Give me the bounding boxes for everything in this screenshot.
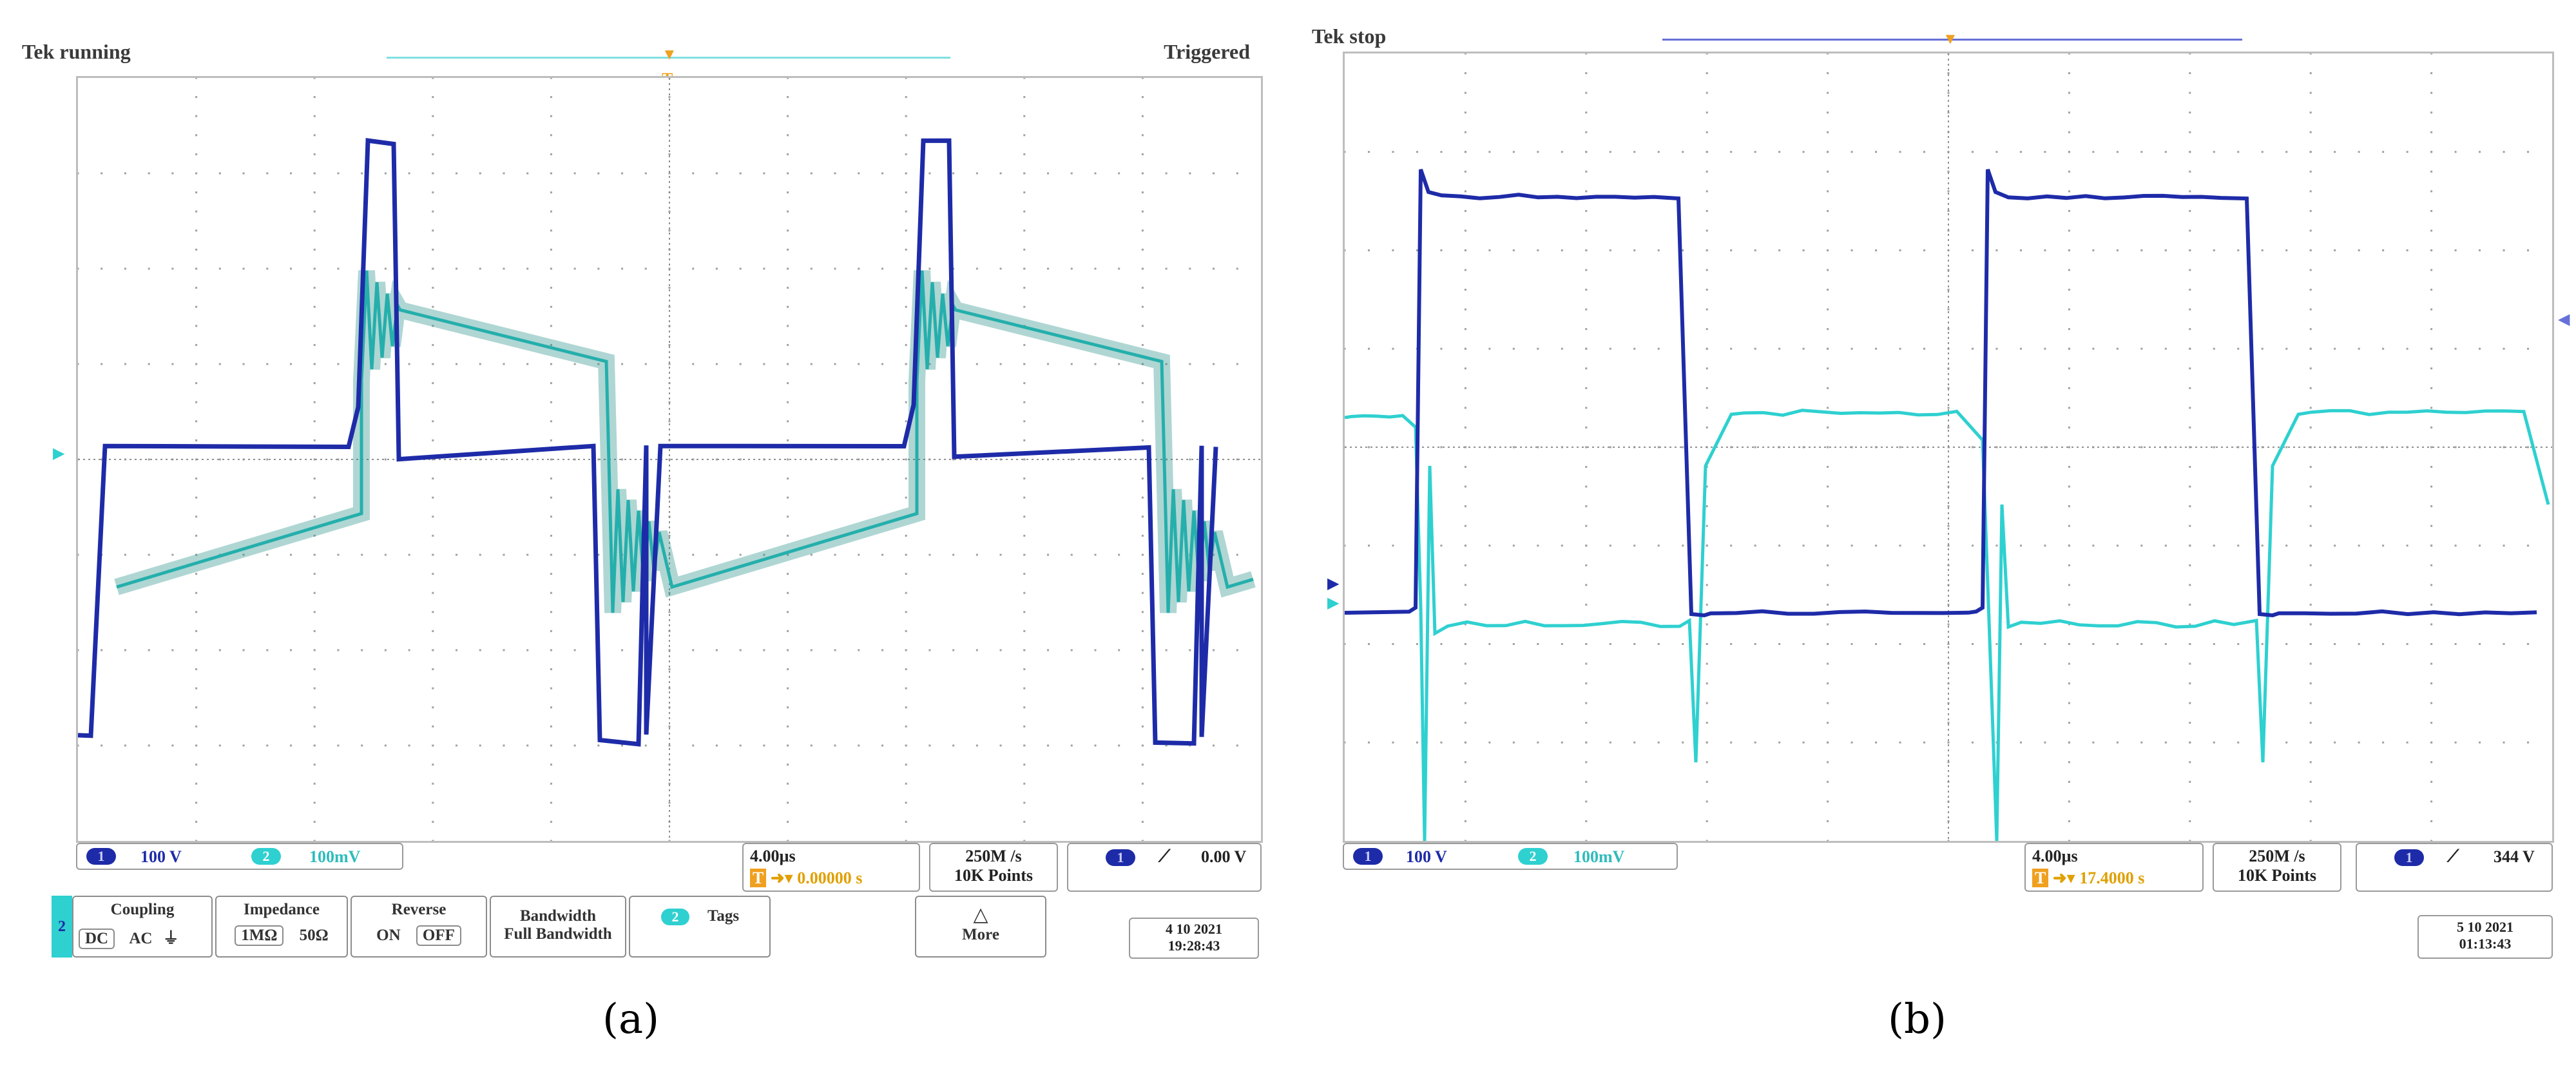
- date: 5 10 2021: [2419, 919, 2552, 936]
- horizontal-box[interactable]: 4.00µs T ➜▾ 17.4000 s: [2024, 843, 2204, 892]
- datetime-box: 4 10 2021 19:28:43: [1129, 918, 1259, 959]
- waveform-display[interactable]: [76, 76, 1263, 843]
- ch1-waveform: [1345, 169, 2537, 615]
- ch1-ground-marker: ▶: [1327, 573, 1339, 593]
- ch2-scale: 100mV: [1573, 847, 1624, 867]
- trigger-level-marker: ◀: [2558, 309, 2570, 329]
- ch2-scale: 100mV: [309, 847, 360, 867]
- trigger-box[interactable]: 1 ⟋ 0.00 V: [1067, 843, 1262, 892]
- tags-label: Tags: [707, 907, 739, 925]
- reverse-on[interactable]: ON: [376, 927, 401, 944]
- time: 19:28:43: [1130, 938, 1258, 954]
- trigger-position-row: T ➜▾ 17.4000 s: [2032, 869, 2144, 888]
- date: 4 10 2021: [1130, 921, 1258, 938]
- rising-edge-icon: ⟋: [2447, 847, 2459, 867]
- ch2-ground-marker: ▶: [1327, 593, 1339, 612]
- waveform-display[interactable]: [1343, 52, 2554, 843]
- coupling-button[interactable]: Coupling DC AC ⏚: [72, 896, 213, 958]
- rising-edge-icon: ⟋: [1158, 847, 1170, 867]
- ground-icon[interactable]: ⏚: [163, 930, 179, 947]
- trigger-t-icon: T: [2032, 869, 2048, 887]
- time-per-div: 4.00µs: [750, 847, 796, 866]
- trigger-box[interactable]: 1 ⟋ 344 V: [2356, 843, 2553, 892]
- time: 01:13:43: [2419, 936, 2552, 952]
- sample-rate: 250M /s: [930, 847, 1057, 866]
- acquisition-box[interactable]: 250M /s 10K Points: [929, 843, 1058, 892]
- time-per-div: 4.00µs: [2032, 847, 2078, 866]
- trigger-level: 344 V: [2494, 847, 2535, 867]
- record-length: 10K Points: [930, 866, 1057, 885]
- reverse-off[interactable]: OFF: [416, 925, 461, 946]
- impedance-1m[interactable]: 1MΩ: [235, 925, 284, 946]
- ch1-badge: 1: [1353, 848, 1383, 865]
- impedance-button[interactable]: Impedance 1MΩ 50Ω: [215, 896, 348, 958]
- acquisition-status: Tek running: [22, 40, 131, 64]
- ch2-waveform: [117, 271, 1253, 613]
- ch1-badge: 1: [86, 848, 116, 865]
- ch2-badge: 2: [251, 848, 281, 865]
- impedance-50[interactable]: 50Ω: [300, 927, 329, 944]
- arrow-right-icon: ➜▾: [2053, 869, 2075, 887]
- trigger-level: 0.00 V: [1201, 847, 1246, 867]
- trigger-position-row: T ➜▾ 0.00000 s: [750, 869, 862, 888]
- channel-scale-box[interactable]: 1 100 V 2 100mV: [1343, 843, 1678, 870]
- datetime-box: 5 10 2021 01:13:43: [2417, 915, 2553, 959]
- tags-button[interactable]: 2 Tags: [629, 896, 771, 958]
- tags-badge: 2: [661, 909, 689, 925]
- more-label: More: [916, 926, 1045, 944]
- coupling-dc[interactable]: DC: [79, 929, 115, 949]
- trigger-t-icon: T: [750, 869, 766, 887]
- trigger-source-badge: 1: [1106, 849, 1135, 866]
- bandwidth-button[interactable]: Bandwidth Full Bandwidth: [490, 896, 626, 958]
- sample-rate: 250M /s: [2214, 847, 2340, 866]
- ch2-waveform-envelope: [117, 271, 1253, 613]
- channel-scale-box[interactable]: 1 100 V 2 100mV: [76, 843, 403, 870]
- panel-b: Tek stop ▼ T ▶ ▶ ◀ 1 100 V 2 100mV 4.00µ…: [1308, 0, 2576, 1069]
- caption-b: (b): [1888, 996, 1946, 1043]
- reverse-button[interactable]: Reverse ON OFF: [351, 896, 487, 958]
- coupling-ac[interactable]: AC: [129, 930, 152, 947]
- impedance-title: Impedance: [216, 901, 347, 919]
- trigger-t-icon: ▼: [662, 46, 677, 64]
- triangle-up-icon: △: [916, 903, 1045, 926]
- trigger-source-badge: 1: [2394, 849, 2424, 866]
- reverse-title: Reverse: [352, 901, 486, 919]
- graticule: [1345, 53, 2552, 841]
- ch1-waveform: [78, 140, 1216, 744]
- bandwidth-value: Full Bandwidth: [491, 925, 625, 943]
- trigger-status: Triggered: [1164, 40, 1250, 64]
- caption-a: (a): [602, 996, 659, 1043]
- menu-channel-tab[interactable]: 2: [52, 896, 72, 958]
- ch1-scale: 100 V: [1406, 847, 1447, 867]
- bandwidth-title: Bandwidth: [491, 907, 625, 925]
- graticule: [78, 78, 1261, 841]
- ch2-waveform: [1345, 410, 2548, 841]
- acquisition-box[interactable]: 250M /s 10K Points: [2213, 843, 2341, 892]
- trigger-position: 0.00000 s: [797, 869, 862, 887]
- acquisition-status: Tek stop: [1312, 24, 1386, 48]
- horizontal-box[interactable]: 4.00µs T ➜▾ 0.00000 s: [742, 843, 920, 892]
- ch2-ground-marker: ▶: [53, 443, 64, 463]
- more-button[interactable]: △ More: [915, 896, 1046, 958]
- ch2-badge: 2: [1518, 848, 1548, 865]
- trigger-position: 17.4000 s: [2079, 869, 2144, 887]
- ch1-scale: 100 V: [140, 847, 182, 867]
- trigger-t-icon: ▼: [1943, 31, 1958, 48]
- record-length: 10K Points: [2214, 866, 2340, 885]
- coupling-title: Coupling: [73, 901, 211, 919]
- panel-a: Tek running Triggered ▼ T ▶ 1 100 V 2 10…: [0, 0, 1295, 1069]
- arrow-right-icon: ➜▾: [771, 869, 793, 887]
